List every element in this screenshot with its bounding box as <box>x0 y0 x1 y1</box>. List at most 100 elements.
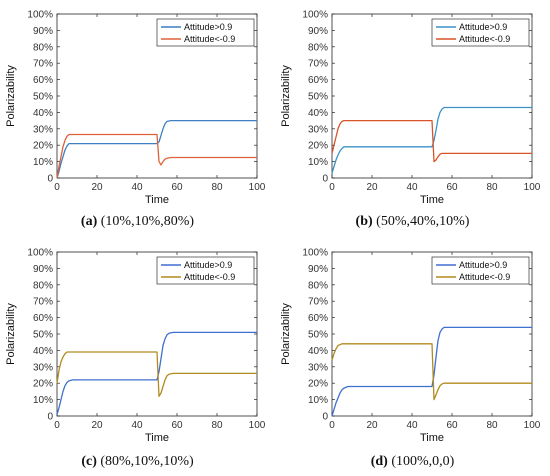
y-tick-label: 0 <box>322 174 328 185</box>
series-line-2 <box>56 351 257 397</box>
y-tick-label: 0 <box>47 174 53 185</box>
y-axis-label: Polarizability <box>280 65 292 127</box>
caption-c: (c) (80%,10%,10%) <box>0 454 275 470</box>
y-tick-label: 80% <box>33 42 53 53</box>
x-tick-label: 100 <box>249 182 266 193</box>
y-tick-label: 30% <box>308 362 328 373</box>
x-tick-label: 80 <box>211 420 223 431</box>
x-axis-label: Time <box>420 432 444 444</box>
y-tick-label: 10% <box>308 157 328 168</box>
series-line-2 <box>331 119 532 163</box>
x-axis-label: Time <box>420 194 444 206</box>
y-tick-label: 60% <box>33 313 53 324</box>
legend-box <box>431 18 530 47</box>
y-tick-label: 40% <box>33 346 53 357</box>
y-tick-label: 60% <box>33 75 53 86</box>
y-tick-label: 50% <box>33 92 53 103</box>
x-tick-label: 100 <box>524 420 541 431</box>
legend-label: Attitude>0.9 <box>184 22 232 32</box>
caption-a: (a) (10%,10%,80%) <box>0 214 275 230</box>
legend-label: Attitude>0.9 <box>184 260 232 270</box>
y-tick-label: 80% <box>33 280 53 291</box>
x-tick-label: 80 <box>211 182 223 193</box>
caption-text: (50%,40%,10%) <box>372 214 470 229</box>
y-tick-label: 80% <box>308 280 328 291</box>
y-tick-label: 70% <box>308 297 328 308</box>
series-line-1 <box>56 331 257 415</box>
series-line-2 <box>331 343 532 401</box>
legend-box <box>156 18 255 47</box>
y-tick-label: 60% <box>308 313 328 324</box>
legend: Attitude>0.9 Attitude<-0.9 <box>156 18 255 47</box>
y-tick-label: 30% <box>33 124 53 135</box>
x-tick-label: 40 <box>131 420 143 431</box>
y-tick-label: 90% <box>308 26 328 37</box>
x-tick-label: 20 <box>91 182 103 193</box>
y-tick-label: 20% <box>33 379 53 390</box>
y-tick-label: 30% <box>33 362 53 373</box>
series-line-1 <box>331 326 532 417</box>
legend-box <box>156 256 255 285</box>
x-tick-label: 60 <box>171 420 183 431</box>
y-tick-label: 30% <box>308 124 328 135</box>
legend-label: Attitude<-0.9 <box>184 34 235 44</box>
caption-b: (b) (50%,40%,10%) <box>275 214 550 230</box>
y-tick-label: 20% <box>308 141 328 152</box>
series-line-2 <box>56 133 257 179</box>
legend-label: Attitude<-0.9 <box>184 272 235 282</box>
y-tick-label: 40% <box>308 108 328 119</box>
y-tick-label: 90% <box>33 264 53 275</box>
legend-label: Attitude>0.9 <box>459 260 507 270</box>
legend-label: Attitude>0.9 <box>459 22 507 32</box>
y-tick-label: 90% <box>308 264 328 275</box>
x-tick-label: 0 <box>54 182 60 193</box>
x-tick-label: 40 <box>406 182 418 193</box>
x-axis-label: Time <box>145 194 169 206</box>
y-tick-label: 70% <box>308 59 328 70</box>
y-tick-label: 100% <box>302 10 328 21</box>
x-tick-label: 60 <box>171 182 183 193</box>
y-tick-label: 100% <box>302 248 328 259</box>
chart-panel-d: 0 10% 20% 30% 40% 50% 60% 70% 80% 90% 100% 0 20 40 60 8… <box>280 248 541 445</box>
caption-letter: (d) <box>370 454 388 469</box>
x-tick-label: 20 <box>366 182 378 193</box>
y-tick-label: 10% <box>33 395 53 406</box>
x-tick-label: 0 <box>329 182 335 193</box>
y-tick-label: 60% <box>308 75 328 86</box>
x-tick-label: 80 <box>486 420 498 431</box>
chart-panel-c: 0 10% 20% 30% 40% 50% 60% 70% 80% 90% 100% 0 20 40 60 8… <box>5 248 266 445</box>
y-tick-label: 40% <box>308 346 328 357</box>
caption-text: (10%,10%,80%) <box>97 214 195 229</box>
y-tick-label: 50% <box>308 92 328 103</box>
y-tick-label: 10% <box>33 157 53 168</box>
legend: Attitude>0.9 Attitude<-0.9 <box>431 256 530 285</box>
series-line-1 <box>331 106 532 174</box>
chart-panel-b: 0 10% 20% 30% 40% 50% 60% 70% 80% 90% 100% 0 20 40 60 8… <box>280 10 541 207</box>
x-axis-label: Time <box>145 432 169 444</box>
x-tick-label: 0 <box>54 420 60 431</box>
y-tick-label: 70% <box>33 59 53 70</box>
y-tick-label: 20% <box>308 379 328 390</box>
legend: Attitude>0.9 Attitude<-0.9 <box>431 18 530 47</box>
y-tick-label: 40% <box>33 108 53 119</box>
x-tick-label: 80 <box>486 182 498 193</box>
y-axis-label: Polarizability <box>280 303 292 365</box>
caption-text: (80%,10%,10%) <box>96 454 194 469</box>
y-axis-label: Polarizability <box>5 303 17 365</box>
caption-letter: (b) <box>355 214 373 229</box>
x-tick-label: 20 <box>91 420 103 431</box>
caption-letter: (a) <box>80 214 98 229</box>
y-tick-label: 0 <box>47 412 53 423</box>
series-line-1 <box>56 119 257 179</box>
y-tick-label: 100% <box>27 248 53 259</box>
x-tick-label: 100 <box>524 182 541 193</box>
legend-box <box>431 256 530 285</box>
legend: Attitude>0.9 Attitude<-0.9 <box>156 256 255 285</box>
y-tick-label: 70% <box>33 297 53 308</box>
x-tick-label: 60 <box>446 420 458 431</box>
y-tick-label: 10% <box>308 395 328 406</box>
y-tick-label: 0 <box>322 412 328 423</box>
caption-text: (100%,0,0) <box>387 454 455 469</box>
caption-d: (d) (100%,0,0) <box>275 454 550 470</box>
